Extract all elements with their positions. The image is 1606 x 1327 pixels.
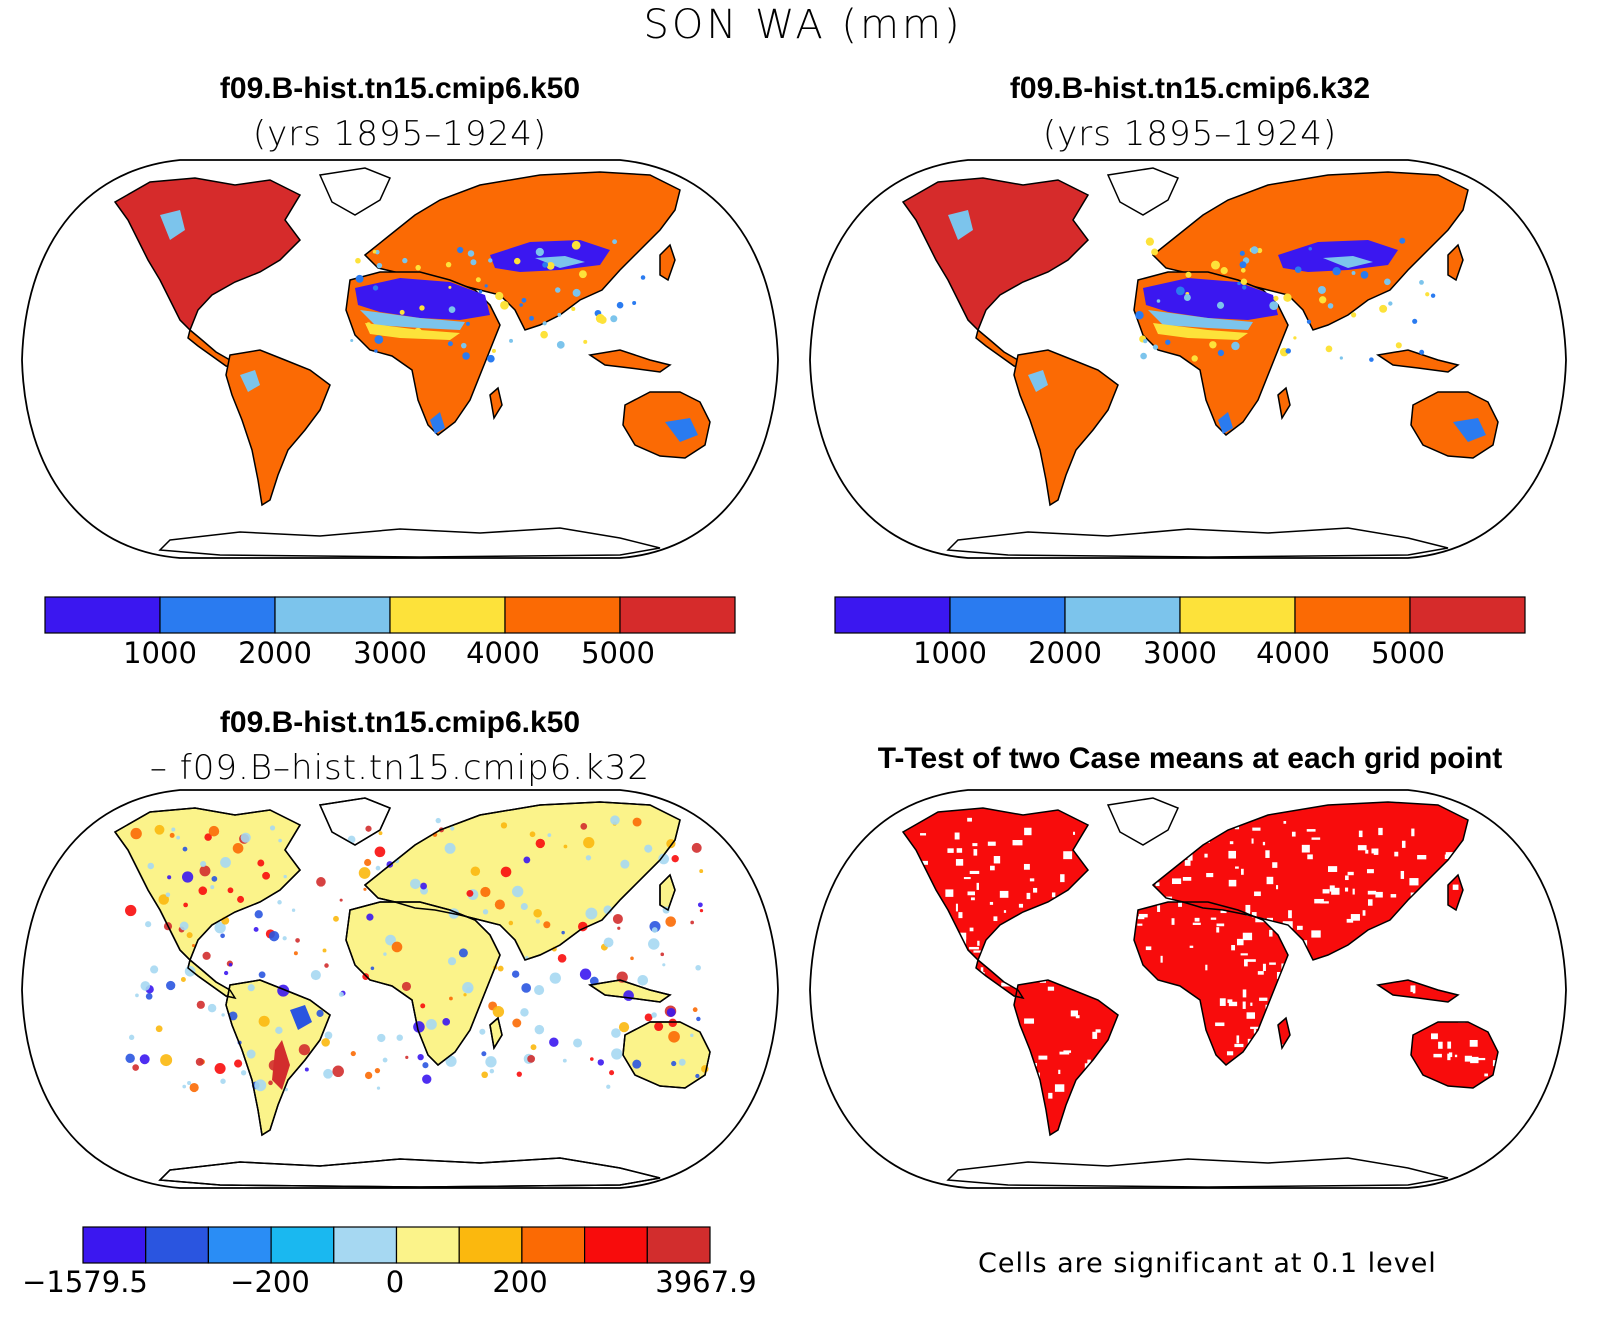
gobi-region: [535, 256, 585, 268]
colorbar-box-1: [159, 596, 276, 634]
canada-dry-region: [948, 210, 973, 240]
kalahari-region: [1218, 412, 1233, 434]
land-indonesia: [1376, 349, 1460, 373]
figure-title: SON WA (mm): [643, 2, 963, 48]
sahel-yellow-region: [365, 323, 460, 340]
land-northAmerica: [903, 808, 1088, 960]
andes-dry-region: [1028, 370, 1048, 392]
central-asia-dry-region: [490, 240, 610, 272]
colorbar-difference: [82, 1226, 711, 1264]
panel1-subtitle: (yrs 1895–1924): [252, 114, 548, 154]
colorbar-box-3: [389, 596, 506, 634]
panel3-title: f09.B-hist.tn15.cmip6.k50: [219, 706, 581, 739]
land-australia: [622, 391, 711, 459]
map-boundary: [809, 159, 1567, 559]
panel2-subtitle: (yrs 1895–1924): [1042, 114, 1338, 154]
australia-dry-region: [665, 418, 698, 442]
map-boundary: [21, 159, 779, 559]
colorbar-box-5: [395, 1226, 460, 1264]
colorbar-tick-label: 3967.9: [655, 1265, 757, 1299]
colorbar-box-0: [834, 596, 951, 634]
canada-dry-region: [160, 210, 185, 240]
sahel-region: [360, 310, 465, 330]
colorbar-box-9: [646, 1226, 711, 1264]
colorbar-tick-label: 0: [385, 1265, 405, 1299]
land-greenland: [1108, 798, 1178, 845]
colorbar-box-4: [1294, 596, 1411, 634]
land-madagascar: [1277, 386, 1291, 421]
land-antarctica: [948, 1158, 1448, 1187]
central-asia-dry-region: [1278, 240, 1398, 272]
colorbar-tick-label: 1000: [123, 636, 197, 670]
colorbar-tick-label: 2000: [1028, 636, 1102, 670]
land-australia: [1410, 391, 1499, 459]
colorbar-tick-label: −1579.5: [22, 1265, 148, 1299]
colorbar-k50: [44, 596, 736, 634]
land-africa: [1134, 902, 1288, 1065]
land-antarctica: [158, 527, 661, 558]
significance-note: Cells are significant at 0.1 level: [978, 1248, 1437, 1279]
map-boundary: [21, 789, 779, 1189]
land-indonesia: [588, 349, 672, 373]
land-madagascar: [489, 386, 503, 421]
panel3-subtitle: – f09.B–hist.tn15.cmip6.k32: [149, 748, 651, 788]
australia-dry-region: [1453, 418, 1486, 442]
colorbar-box-1: [949, 596, 1066, 634]
map-boundary: [809, 789, 1567, 1189]
panel1-title: f09.B-hist.tn15.cmip6.k50: [219, 72, 581, 105]
colorbar-tick-label: 4000: [466, 636, 540, 670]
panel2-title: f09.B-hist.tn15.cmip6.k32: [1009, 72, 1371, 105]
colorbar-box-2: [207, 1226, 272, 1264]
colorbar-box-4: [333, 1226, 398, 1264]
colorbar-box-6: [458, 1226, 523, 1264]
map-panel-k50: [21, 159, 779, 559]
colorbar-box-2: [1064, 596, 1181, 634]
map-panel-k32: [809, 159, 1567, 559]
sahara-dry-region: [355, 278, 490, 320]
andes-dry-region: [240, 370, 260, 392]
land-greenland: [318, 167, 392, 216]
colorbar-box-3: [270, 1226, 335, 1264]
map-panel-ttest: [809, 789, 1567, 1189]
colorbar-tick-label: 5000: [1371, 636, 1445, 670]
colorbar-box-7: [521, 1226, 586, 1264]
land-japan: [1447, 243, 1464, 282]
colorbar-tick-label: −200: [230, 1265, 310, 1299]
colorbar-tick-label: 3000: [1143, 636, 1217, 670]
kalahari-region: [430, 412, 445, 434]
colorbar-box-1: [145, 1226, 210, 1264]
land-japan: [1448, 875, 1463, 910]
land-indonesia: [1378, 980, 1458, 1002]
sahel-yellow-region: [1153, 323, 1248, 340]
colorbar-k32: [834, 596, 1526, 634]
colorbar-tick-label: 4000: [1256, 636, 1330, 670]
patagonia-positive-region: [272, 1040, 290, 1090]
map-panel-difference: [21, 789, 779, 1189]
land-japan: [659, 243, 676, 282]
colorbar-box-8: [584, 1226, 648, 1264]
land-southAmerica: [1014, 980, 1118, 1135]
colorbar-box-5: [619, 596, 736, 634]
colorbar-box-4: [504, 596, 621, 634]
colorbar-box-2: [274, 596, 391, 634]
colorbar-tick-label: 200: [492, 1265, 548, 1299]
land-antarctica: [946, 527, 1449, 558]
colorbar-tick-label: 2000: [238, 636, 312, 670]
colorbar-box-3: [1179, 596, 1296, 634]
colorbar-tick-label: 3000: [353, 636, 427, 670]
gobi-region: [1323, 256, 1373, 268]
land-greenland: [1106, 167, 1180, 216]
colorbar-box-5: [1409, 596, 1526, 634]
colorbar-tick-label: 5000: [581, 636, 655, 670]
panel4-title: T-Test of two Case means at each grid po…: [877, 742, 1503, 775]
sahel-region: [1148, 310, 1253, 330]
colorbar-tick-label: 1000: [913, 636, 987, 670]
colorbar-box-0: [82, 1226, 147, 1264]
colorbar-box-0: [44, 596, 161, 634]
brazil-negative-region: [290, 1005, 312, 1030]
